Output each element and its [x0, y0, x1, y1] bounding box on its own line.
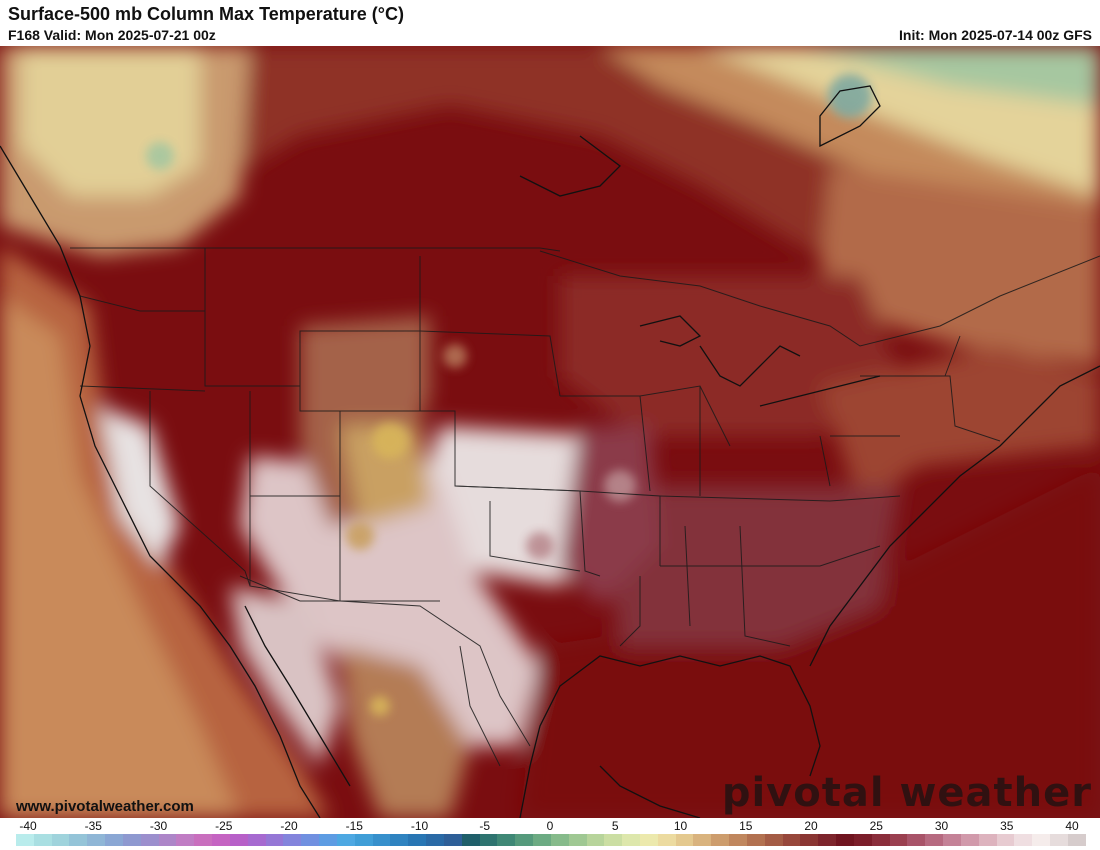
legend-swatch — [283, 834, 302, 846]
legend-swatch — [586, 834, 605, 846]
legend-tick-label: -40 — [19, 819, 37, 833]
legend-tick-label: -15 — [345, 819, 363, 833]
legend-swatch — [1032, 834, 1051, 846]
legend-swatch — [176, 834, 195, 846]
legend-swatch — [319, 834, 337, 846]
legend-tick-label: 10 — [673, 819, 688, 833]
legend-swatch — [925, 834, 944, 846]
legend-swatch — [158, 834, 177, 846]
legend-swatch — [996, 834, 1015, 846]
legend-swatch — [1050, 834, 1068, 846]
legend-swatch — [871, 834, 890, 846]
legend-swatch — [301, 834, 320, 846]
legend-swatch — [69, 834, 88, 846]
legend-swatch — [836, 834, 854, 846]
legend-swatch — [1014, 834, 1033, 846]
legend-swatch — [140, 834, 159, 846]
legend-tick-label: -30 — [149, 819, 168, 833]
legend-tick-label: 0 — [546, 819, 554, 833]
legend-swatch — [105, 834, 123, 846]
legend-swatch — [461, 834, 480, 846]
legend-swatch — [818, 834, 837, 846]
legend-swatch — [639, 834, 658, 846]
legend-tick-label: -35 — [84, 819, 102, 833]
legend-swatch — [693, 834, 712, 846]
site-url[interactable]: www.pivotalweather.com — [16, 798, 194, 815]
legend-swatch — [426, 834, 444, 846]
legend-swatch — [764, 834, 783, 846]
legend-swatch — [479, 834, 498, 846]
legend-swatch — [229, 834, 248, 846]
legend-tick-label: 35 — [1000, 819, 1014, 833]
legend-swatch — [212, 834, 230, 846]
legend-tick-label: -25 — [215, 819, 233, 833]
legend-tick-label: 40 — [1065, 819, 1079, 833]
legend-swatch — [336, 834, 355, 846]
legend-ticks: -40 -35 -30 -25 -20 -15 -10 -5 0 5 10 15 20 25 30 35 40 — [0, 818, 1100, 834]
legend-swatch — [390, 834, 409, 846]
legend-tick-label: 30 — [934, 819, 949, 833]
valid-time: F168 Valid: Mon 2025-07-21 00z — [8, 27, 216, 43]
legend-swatch — [729, 834, 747, 846]
legend-swatch — [853, 834, 872, 846]
legend-swatch — [960, 834, 979, 846]
color-scale-legend: -40 -35 -30 -25 -20 -15 -10 -5 0 5 10 15 20 25 30 35 40 — [0, 818, 1100, 850]
init-time: Init: Mon 2025-07-14 00z GFS — [899, 27, 1092, 43]
legend-swatch — [711, 834, 730, 846]
legend-swatch — [782, 834, 801, 846]
legend-swatch — [247, 834, 266, 846]
legend-swatch — [515, 834, 534, 846]
legend-swatch — [675, 834, 694, 846]
legend-swatch — [33, 834, 52, 846]
legend-swatch — [604, 834, 623, 846]
legend-swatch — [657, 834, 676, 846]
legend-tick-label: 20 — [804, 819, 818, 833]
legend-swatch — [194, 834, 213, 846]
legend-swatch — [372, 834, 391, 846]
legend-swatch — [800, 834, 819, 846]
chart-title: Surface-500 mb Column Max Temperature (°… — [8, 4, 404, 24]
legend-swatch — [568, 834, 587, 846]
legend-swatch — [889, 834, 908, 846]
legend-swatch — [746, 834, 765, 846]
legend-tick-label: -5 — [479, 819, 491, 833]
legend-tick-label: 15 — [739, 819, 753, 833]
legend-swatch — [622, 834, 640, 846]
legend-tick-label: 5 — [611, 819, 619, 833]
legend-tick-label: -20 — [280, 819, 298, 833]
legend-swatch — [354, 834, 373, 846]
legend-swatch — [943, 834, 961, 846]
legend-swatch — [87, 834, 106, 846]
legend-swatch — [907, 834, 926, 846]
pivotal-weather-logo: pivotal weather — [721, 770, 1092, 816]
legend-swatch — [550, 834, 569, 846]
legend-swatch — [533, 834, 551, 846]
legend-swatch — [16, 834, 34, 846]
legend-swatch — [497, 834, 516, 846]
legend-swatch — [408, 834, 427, 846]
legend-swatch — [265, 834, 284, 846]
legend-swatch — [51, 834, 70, 846]
legend-swatch — [1067, 834, 1086, 846]
legend-swatch — [443, 834, 462, 846]
legend-swatch — [978, 834, 997, 846]
temperature-map — [0, 46, 1100, 818]
legend-tick-label: -10 — [410, 819, 429, 833]
legend-color-bar — [16, 834, 1086, 846]
legend-swatch — [122, 834, 141, 846]
header: Surface-500 mb Column Max Temperature (°… — [0, 0, 1100, 46]
legend-tick-label: 25 — [869, 819, 883, 833]
